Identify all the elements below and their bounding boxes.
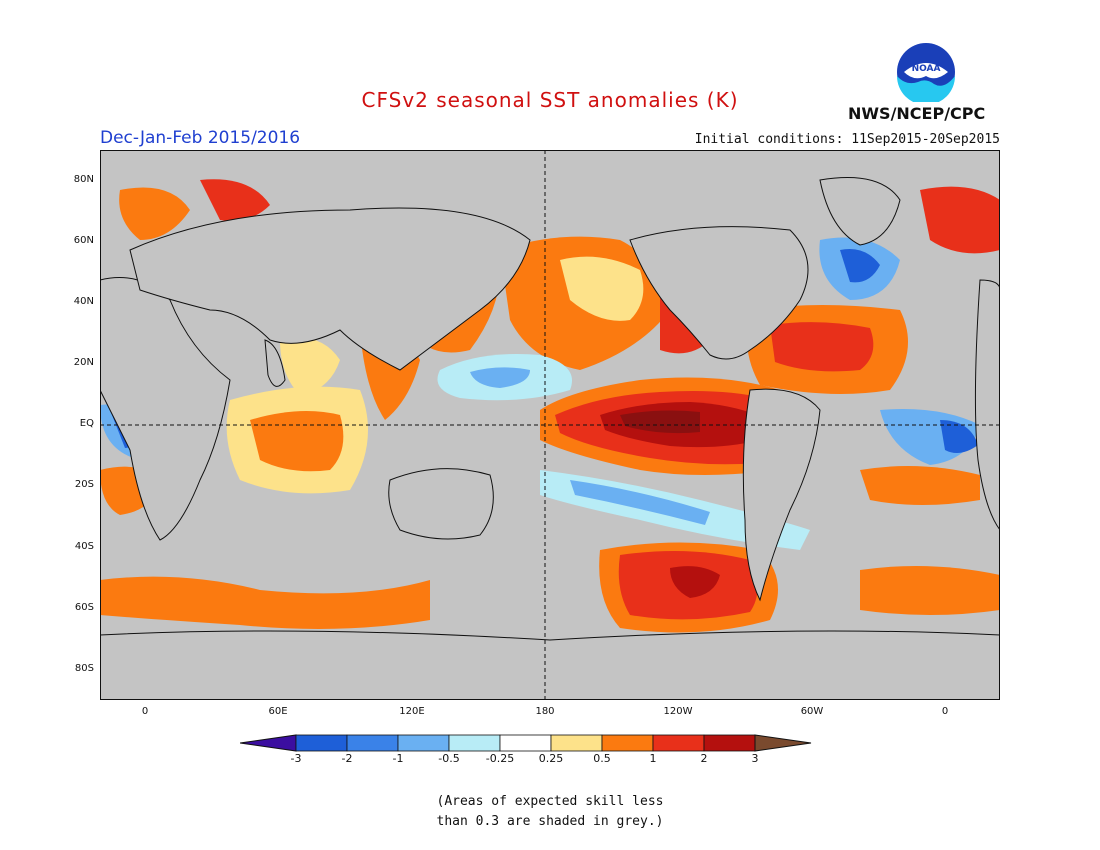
sst-anomaly-map xyxy=(100,150,1000,700)
skill-footnote: (Areas of expected skill less than 0.3 a… xyxy=(0,792,1100,832)
noaa-logo-text: NOAA xyxy=(912,64,941,74)
south-pacific-cool-anomaly xyxy=(540,470,810,550)
lon-label: 0 xyxy=(941,706,949,717)
lat-label: 60N xyxy=(73,235,94,246)
lon-label: 60W xyxy=(800,706,824,717)
lat-label: 80S xyxy=(74,663,94,674)
colorbar-tick-label: -0.5 xyxy=(438,752,460,765)
arctic-warm-anomaly xyxy=(119,179,1000,254)
season-subtitle: Dec-Jan-Feb 2015/2016 xyxy=(100,128,301,148)
lat-label: 60S xyxy=(74,602,94,613)
lon-label: 60E xyxy=(268,706,288,717)
north-atlantic-warm-anomaly xyxy=(746,237,908,394)
lon-label: 180 xyxy=(535,706,555,717)
colorbar-swatch xyxy=(652,734,705,752)
colorbar-min-arrow xyxy=(240,734,297,752)
continent-outlines xyxy=(100,177,1000,700)
west-pacific-cool-anomaly xyxy=(437,354,572,401)
colorbar-swatch xyxy=(295,734,348,752)
colorbar-swatch xyxy=(550,734,603,752)
lat-label: 80N xyxy=(73,174,94,185)
lon-label: 0 xyxy=(141,706,149,717)
colorbar-tick-label: 1 xyxy=(649,752,657,765)
colorbar-tick-label: -1 xyxy=(392,752,404,765)
lat-label: 40S xyxy=(74,541,94,552)
footnote-line-1: (Areas of expected skill less xyxy=(436,794,664,809)
colorbar-tick-label: -0.25 xyxy=(485,752,515,765)
agency-label: NWS/NCEP/CPC xyxy=(848,104,986,123)
lat-label: 20N xyxy=(73,357,94,368)
initial-conditions-label: Initial conditions: 11Sep2015-20Sep2015 xyxy=(694,132,1000,147)
noaa-logo: NOAA xyxy=(897,43,955,102)
colorbar xyxy=(240,734,812,752)
colorbar-tick-label: 0.5 xyxy=(593,752,611,765)
colorbar-swatch xyxy=(448,734,501,752)
colorbar-swatch xyxy=(397,734,450,752)
footnote-line-2: than 0.3 are shaded in grey.) xyxy=(436,814,664,829)
lon-label: 120W xyxy=(663,706,693,717)
colorbar-tick-label: 0.25 xyxy=(538,752,564,765)
colorbar-tick-label: -2 xyxy=(341,752,353,765)
colorbar-swatch xyxy=(346,734,399,752)
colorbar-tick-label: 2 xyxy=(700,752,708,765)
lat-label: 20S xyxy=(74,479,94,490)
colorbar-tick-label: -3 xyxy=(290,752,302,765)
colorbar-swatch xyxy=(703,734,756,752)
map-title: CFSv2 seasonal SST anomalies (K) xyxy=(361,88,739,112)
lat-label: EQ xyxy=(79,418,94,429)
colorbar-max-arrow xyxy=(754,734,812,752)
south-pacific-warm-anomaly xyxy=(599,542,778,633)
lat-label: 40N xyxy=(73,296,94,307)
lon-label: 120E xyxy=(399,706,425,717)
colorbar-swatch xyxy=(601,734,654,752)
colorbar-swatch xyxy=(499,734,552,752)
colorbar-tick-label: 3 xyxy=(751,752,759,765)
el-nino-warm-anomaly xyxy=(540,377,780,475)
